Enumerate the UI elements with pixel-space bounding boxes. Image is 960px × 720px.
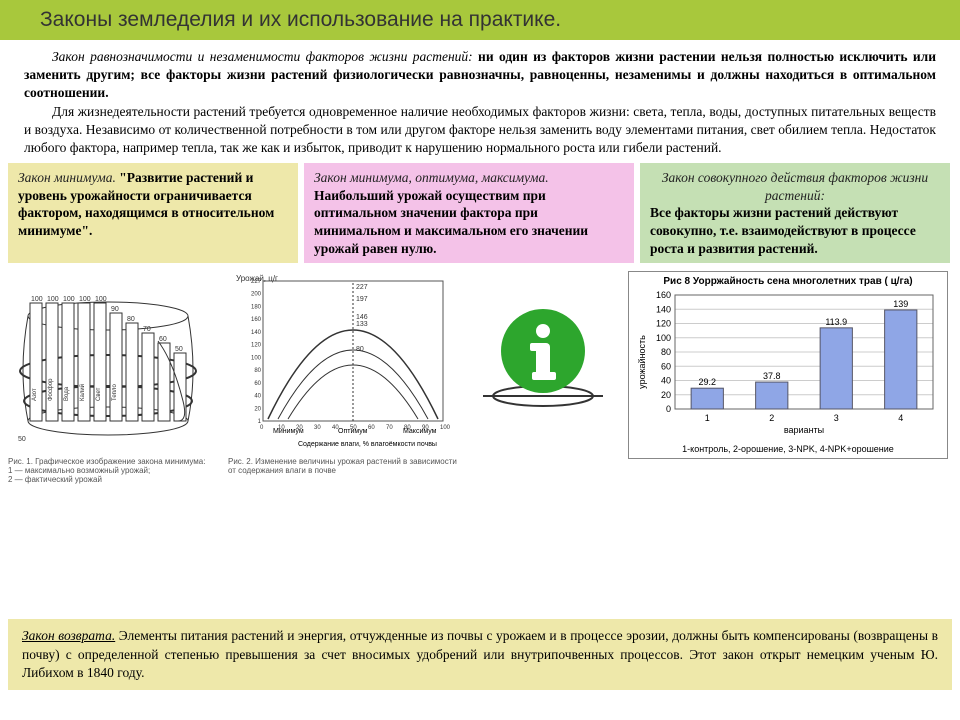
intro-paragraphs: Закон равнозначимости и незаменимости фа… (0, 40, 960, 161)
svg-text:37.8: 37.8 (763, 371, 781, 381)
chart-title: Рис 8 Уорржайность сена многолетних трав… (633, 276, 943, 287)
svg-text:Фосфор: Фосфор (48, 378, 54, 401)
svg-text:20: 20 (254, 406, 261, 412)
svg-text:40: 40 (254, 394, 261, 400)
svg-text:197: 197 (356, 296, 368, 303)
law-minimum-box: Закон минимума. "Развитие растений и уро… (8, 163, 298, 263)
svg-text:100: 100 (656, 333, 671, 343)
svg-text:40: 40 (661, 376, 671, 386)
svg-text:50: 50 (18, 436, 26, 443)
svg-text:60: 60 (254, 381, 261, 387)
svg-text:100: 100 (31, 296, 43, 303)
svg-text:Содержание влаги, % влагоёмкос: Содержание влаги, % влагоёмкости почвы (298, 441, 437, 448)
svg-text:200: 200 (251, 292, 262, 298)
svg-text:140: 140 (656, 304, 671, 314)
svg-text:Вода: Вода (64, 386, 70, 401)
svg-text:100: 100 (440, 425, 451, 431)
svg-text:70: 70 (386, 425, 393, 431)
curve-caption: Рис. 2. Изменение величины урожая растен… (228, 458, 458, 476)
svg-text:133: 133 (356, 321, 368, 328)
law-return-header: Закон возврата. (22, 628, 115, 643)
info-icon (468, 271, 618, 451)
svg-text:70: 70 (143, 326, 151, 333)
svg-text:100: 100 (251, 355, 262, 361)
law-optimum-header: Закон минимума, оптимума, максимума. (314, 170, 549, 185)
svg-text:90: 90 (111, 306, 119, 313)
svg-text:Минимум: Минимум (273, 428, 304, 435)
svg-text:Максимум: Максимум (403, 428, 437, 435)
law-equivalence-name: Закон равнозначимости и незаменимости фа… (52, 49, 478, 64)
intro-detail: Для жизнедеятельности растений требуется… (24, 103, 936, 158)
law-minimum-header: Закон минимума. (18, 170, 119, 185)
barrel-svg: 100 100 100 100 100 90 80 70 60 50 Азот Фосфор Вода… (8, 271, 218, 451)
svg-text:100: 100 (95, 296, 107, 303)
svg-text:50: 50 (175, 346, 183, 353)
figure-yield-chart: Рис 8 Уорржайность сена многолетних трав… (628, 271, 948, 459)
svg-text:2: 2 (769, 413, 774, 423)
svg-text:227: 227 (356, 284, 368, 291)
svg-text:100: 100 (47, 296, 59, 303)
law-combined-body: Все факторы жизни растений действуют сов… (650, 205, 916, 255)
law-combined-header: Закон совокупного действия факторов жизн… (650, 169, 940, 204)
chart-footer: 1-контроль, 2-орошение, 3-NPK, 4-NPK+оро… (633, 444, 943, 454)
svg-text:Тепло: Тепло (112, 384, 118, 401)
page-title: Законы земледелия и их использование на … (0, 0, 960, 40)
svg-text:80: 80 (661, 347, 671, 357)
svg-text:Оптимум: Оптимум (338, 428, 368, 435)
svg-text:Свет: Свет (96, 387, 102, 401)
svg-text:Урожай, ц/г: Урожай, ц/г (236, 274, 278, 283)
law-return-box: Закон возврата. Элементы питания растени… (8, 619, 952, 690)
svg-text:139: 139 (893, 299, 908, 309)
svg-text:3: 3 (834, 413, 839, 423)
svg-text:60: 60 (159, 336, 167, 343)
law-combined-box: Закон совокупного действия факторов жизн… (640, 163, 950, 263)
law-optimum-body: Наибольший урожай осуществим при оптимал… (314, 188, 588, 256)
svg-text:4: 4 (898, 413, 903, 423)
svg-text:1: 1 (705, 413, 710, 423)
svg-text:урожайность: урожайность (637, 335, 647, 389)
svg-text:140: 140 (251, 330, 262, 336)
svg-text:80: 80 (127, 316, 135, 323)
svg-text:0: 0 (260, 425, 264, 431)
svg-text:20: 20 (661, 390, 671, 400)
figures-row: 1001001001001009080706050 АзотФосфорВода… (0, 263, 960, 484)
svg-text:30: 30 (314, 425, 321, 431)
svg-text:100: 100 (63, 296, 75, 303)
svg-text:29.2: 29.2 (698, 377, 716, 387)
svg-text:160: 160 (251, 317, 262, 323)
svg-text:120: 120 (656, 319, 671, 329)
svg-text:146: 146 (356, 314, 368, 321)
svg-text:Азот: Азот (32, 388, 38, 401)
svg-text:60: 60 (661, 361, 671, 371)
yield-chart-svg: 0 20 40 60 80 100 120 140 160 29.2 1 37.8 2 113.9 3 139… (633, 287, 943, 437)
svg-text:0: 0 (666, 404, 671, 414)
figure-curve: 0102030405060708090100 12040608010012014… (228, 271, 458, 476)
svg-text:80: 80 (356, 346, 364, 353)
svg-text:60: 60 (368, 425, 375, 431)
law-optimum-box: Закон минимума, оптимума, максимума. Наи… (304, 163, 634, 263)
curve-svg: 0102030405060708090100 12040608010012014… (228, 271, 458, 451)
barrel-caption: Рис. 1. Графическое изображение закона м… (8, 458, 218, 484)
svg-text:160: 160 (656, 290, 671, 300)
svg-text:120: 120 (251, 343, 262, 349)
svg-text:113.9: 113.9 (825, 317, 847, 327)
svg-text:100: 100 (79, 296, 91, 303)
svg-text:180: 180 (251, 305, 262, 311)
svg-text:Калий: Калий (79, 384, 86, 401)
svg-text:80: 80 (254, 368, 261, 374)
svg-text:варианты: варианты (784, 425, 824, 435)
figure-barrel: 100 100 100 100 100 90 80 70 60 50 Азот Фосфор Вода… (8, 271, 218, 484)
law-boxes-row: Закон минимума. "Развитие растений и уро… (0, 163, 960, 263)
